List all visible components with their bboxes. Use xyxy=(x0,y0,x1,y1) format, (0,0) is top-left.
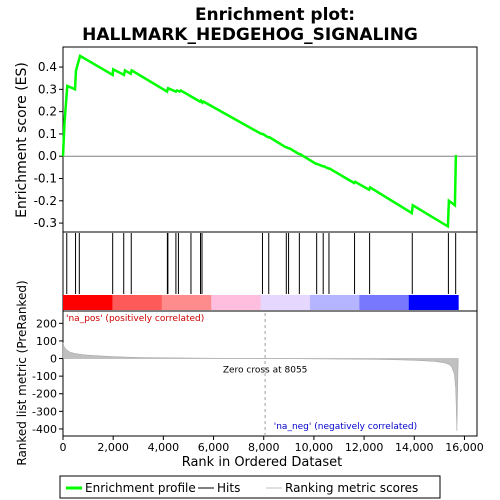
ranking-color-bar xyxy=(63,295,459,310)
legend-label-hits: Hits xyxy=(217,481,240,495)
color-bar-segment xyxy=(211,295,262,310)
metric-panel: Zero cross at 8055 'na_pos' (positively … xyxy=(15,280,484,470)
es-y-tick-label: -0.1 xyxy=(34,172,57,186)
color-bar-segment xyxy=(63,295,113,310)
x-tick-label: 12,000 xyxy=(345,441,384,454)
x-tick-label: 10,000 xyxy=(295,441,334,454)
negative-correlation-label: 'na_neg' (negatively correlated) xyxy=(274,422,417,432)
x-tick-label: 6,000 xyxy=(198,441,230,454)
x-tick-label: 8,000 xyxy=(248,441,280,454)
es-y-tick-label: -0.3 xyxy=(34,216,57,230)
metric-y-tick-label: 0 xyxy=(50,353,57,366)
color-bar-segment xyxy=(309,295,360,310)
positive-correlation-label: 'na_pos' (positively correlated) xyxy=(66,314,204,324)
hits-panel xyxy=(62,231,478,312)
metric-y-tick-label: 100 xyxy=(36,335,57,348)
chart-title-line-2: HALLMARK_HEDGEHOG_SIGNALING xyxy=(82,25,418,45)
color-bar-segment xyxy=(260,295,311,310)
x-axis-label: Rank in Ordered Dataset xyxy=(182,455,343,470)
x-tick-label: 16,000 xyxy=(445,441,484,454)
x-tick-label: 14,000 xyxy=(395,441,434,454)
hit-lines xyxy=(66,233,457,294)
es-y-tick-label: 0.0 xyxy=(38,149,57,163)
zero-cross-label: Zero cross at 8055 xyxy=(223,366,308,376)
es-y-ticks: -0.3 -0.2 -0.1 0.0 0.1 0.2 0.3 0.4 xyxy=(34,60,63,230)
metric-y-ticks: -400 -300 -200 -100 0 100 200 xyxy=(32,317,63,436)
legend: Enrichment profile Hits Ranking metric s… xyxy=(59,475,441,499)
es-y-axis-label: Enrichment score (ES) xyxy=(14,62,30,218)
legend-frame xyxy=(59,475,441,499)
es-y-tick-label: 0.2 xyxy=(38,105,57,119)
x-ticks: 0 2,000 4,000 6,000 8,000 10,000 12,000 14,000 1… xyxy=(60,436,484,454)
color-bar-segment xyxy=(359,295,410,310)
color-bar-segment xyxy=(112,295,163,310)
metric-y-tick-label: -300 xyxy=(32,405,57,418)
x-tick-label: 4,000 xyxy=(148,441,180,454)
metric-y-axis-label: Ranked list metric (PreRanked) xyxy=(15,280,29,465)
es-y-tick-label: 0.1 xyxy=(38,127,57,141)
es-panel-frame xyxy=(62,46,478,233)
legend-label-enrichment-profile: Enrichment profile xyxy=(85,481,196,495)
metric-y-tick-label: -400 xyxy=(32,423,57,436)
chart-title-line-1: Enrichment plot: xyxy=(195,5,355,25)
x-tick-label: 2,000 xyxy=(97,441,129,454)
es-panel: -0.3 -0.2 -0.1 0.0 0.1 0.2 0.3 0.4 Enrichment s… xyxy=(14,46,478,233)
metric-y-tick-label: -200 xyxy=(32,388,57,401)
metric-panel-frame xyxy=(62,310,478,437)
es-y-tick-label: -0.2 xyxy=(34,194,57,208)
es-y-tick-label: 0.4 xyxy=(38,60,57,74)
ranking-metric-area xyxy=(62,342,459,431)
color-bar-segment xyxy=(161,295,212,310)
color-bar-segment xyxy=(408,295,459,310)
metric-y-tick-label: -100 xyxy=(32,370,57,383)
x-tick-label: 0 xyxy=(60,441,67,454)
metric-y-tick-label: 200 xyxy=(36,317,57,330)
enrichment-profile-line xyxy=(61,54,458,229)
legend-label-ranking-metric: Ranking metric scores xyxy=(285,481,418,495)
es-y-tick-label: 0.3 xyxy=(38,82,57,96)
